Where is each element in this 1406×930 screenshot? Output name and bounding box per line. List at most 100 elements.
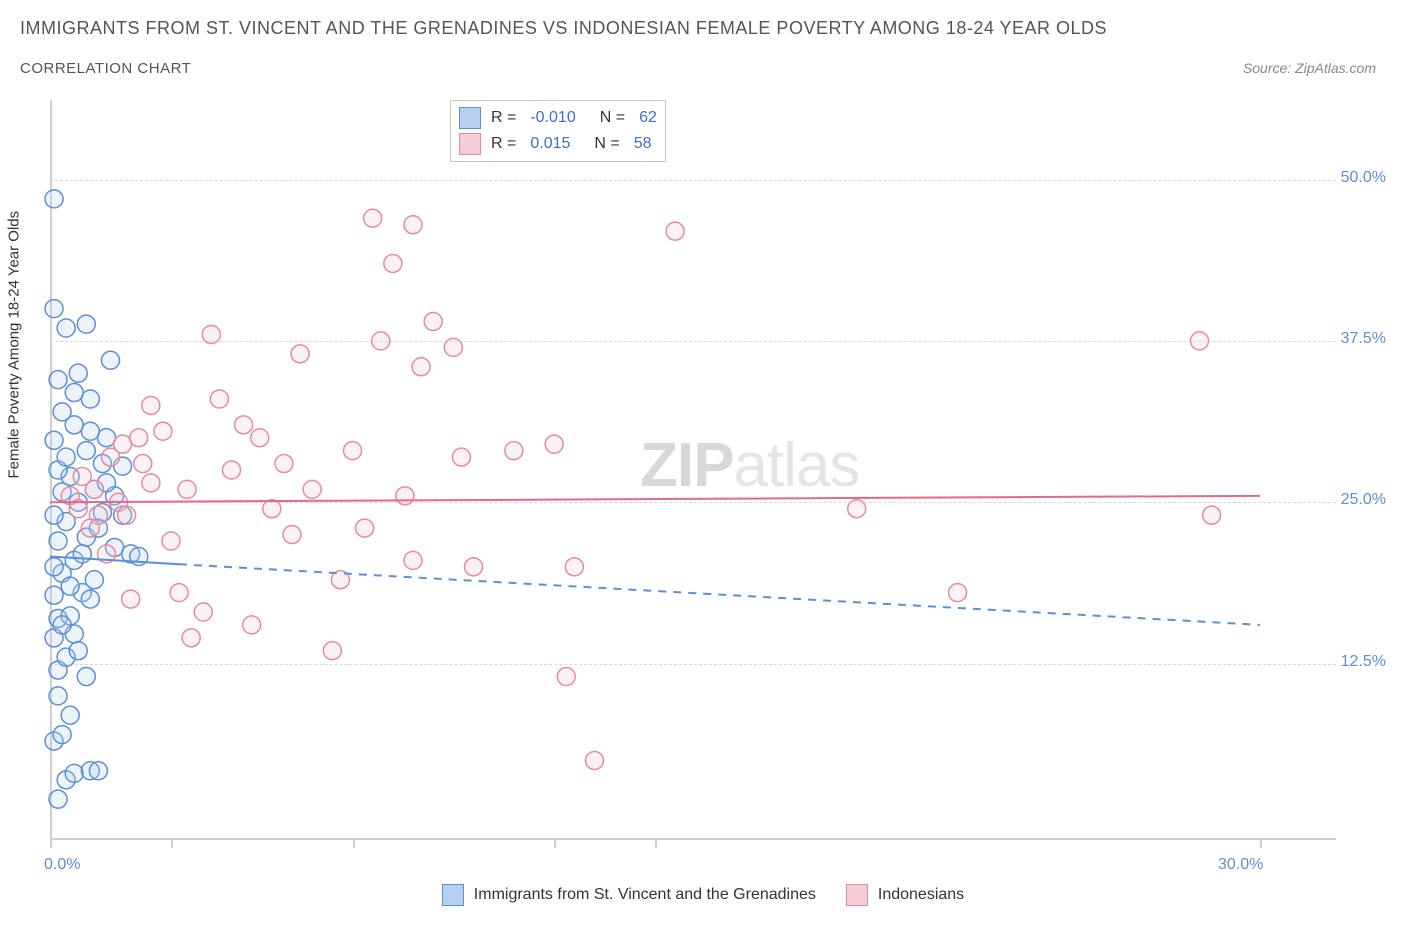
scatter-point — [49, 532, 67, 550]
x-tick-mark — [171, 840, 173, 848]
scatter-point — [275, 455, 293, 473]
scatter-point — [77, 442, 95, 460]
n-value-series1: 62 — [639, 109, 657, 127]
trend-lines-layer — [50, 496, 1260, 625]
x-tick-mark — [655, 840, 657, 848]
scatter-point — [53, 403, 71, 421]
scatter-point — [53, 726, 71, 744]
scatter-point — [53, 616, 71, 634]
legend-swatch-series1 — [459, 107, 481, 129]
scatter-point — [162, 532, 180, 550]
x-tick-label: 30.0% — [1218, 856, 1263, 874]
scatter-point — [49, 790, 67, 808]
legend-swatch-series1 — [442, 884, 464, 906]
legend-swatch-series2 — [459, 133, 481, 155]
scatter-point — [396, 487, 414, 505]
scatter-point — [85, 571, 103, 589]
scatter-point — [235, 416, 253, 434]
scatter-point — [372, 332, 390, 350]
n-value-series2: 58 — [634, 135, 652, 153]
y-tick-label: 37.5% — [1341, 330, 1386, 348]
scatter-point — [404, 216, 422, 234]
r-label: R = — [491, 135, 516, 153]
scatter-point — [444, 338, 462, 356]
scatter-point — [102, 351, 120, 369]
x-tick-mark — [353, 840, 355, 848]
scatter-point — [118, 506, 136, 524]
scatter-point — [452, 448, 470, 466]
scatter-point — [223, 461, 241, 479]
scatter-point — [81, 519, 99, 537]
r-value-series2: 0.015 — [530, 135, 570, 153]
scatter-point — [949, 584, 967, 602]
scatter-point — [81, 390, 99, 408]
x-tick-label: 0.0% — [44, 856, 80, 874]
legend-swatch-series2 — [846, 884, 868, 906]
scatter-point — [122, 590, 140, 608]
scatter-point — [77, 315, 95, 333]
scatter-point — [142, 474, 160, 492]
r-label: R = — [491, 109, 516, 127]
scatter-point — [142, 396, 160, 414]
scatter-point — [251, 429, 269, 447]
scatter-point — [412, 358, 430, 376]
scatter-point — [291, 345, 309, 363]
scatter-point — [69, 642, 87, 660]
scatter-point — [77, 668, 95, 686]
scatter-point — [45, 506, 63, 524]
scatter-point — [81, 422, 99, 440]
scatter-point — [69, 364, 87, 382]
scatter-point — [848, 500, 866, 518]
scatter-point — [404, 551, 422, 569]
legend-label-series2: Indonesians — [878, 886, 964, 904]
scatter-point — [81, 590, 99, 608]
y-axis-label: Female Poverty Among 18-24 Year Olds — [6, 211, 23, 479]
correlation-legend: R = -0.010 N = 62 R = 0.015 N = 58 — [450, 100, 666, 162]
scatter-point — [45, 431, 63, 449]
scatter-point — [356, 519, 374, 537]
n-label: N = — [600, 109, 625, 127]
x-tick-mark — [1260, 840, 1262, 848]
scatter-point — [283, 526, 301, 544]
legend-item-series1: Immigrants from St. Vincent and the Gren… — [442, 884, 816, 906]
scatter-point — [384, 254, 402, 272]
scatter-plot-svg — [50, 100, 1330, 840]
n-label: N = — [594, 135, 619, 153]
scatter-point — [505, 442, 523, 460]
scatter-point — [666, 222, 684, 240]
scatter-point — [210, 390, 228, 408]
scatter-point — [49, 371, 67, 389]
scatter-point — [73, 545, 91, 563]
scatter-point — [65, 764, 83, 782]
scatter-point — [45, 586, 63, 604]
scatter-point — [364, 209, 382, 227]
scatter-point — [45, 558, 63, 576]
scatter-point — [323, 642, 341, 660]
scatter-point — [61, 706, 79, 724]
scatter-point — [182, 629, 200, 647]
scatter-point — [545, 435, 563, 453]
scatter-point — [97, 429, 115, 447]
scatter-point — [557, 668, 575, 686]
y-tick-label: 12.5% — [1341, 653, 1386, 671]
scatter-point — [565, 558, 583, 576]
scatter-point — [1203, 506, 1221, 524]
scatter-point — [57, 448, 75, 466]
scatter-point — [134, 455, 152, 473]
scatter-point — [202, 325, 220, 343]
scatter-point — [114, 435, 132, 453]
scatter-point — [154, 422, 172, 440]
scatter-point — [1191, 332, 1209, 350]
scatter-point — [303, 480, 321, 498]
scatter-point — [65, 384, 83, 402]
scatter-point — [344, 442, 362, 460]
trend-line-solid — [50, 496, 1260, 502]
scatter-point — [89, 762, 107, 780]
scatter-point — [263, 500, 281, 518]
chart-subtitle: CORRELATION CHART — [20, 60, 191, 77]
scatter-point — [194, 603, 212, 621]
scatter-point — [465, 558, 483, 576]
scatter-point — [170, 584, 188, 602]
scatter-point — [49, 687, 67, 705]
scatter-point — [178, 480, 196, 498]
